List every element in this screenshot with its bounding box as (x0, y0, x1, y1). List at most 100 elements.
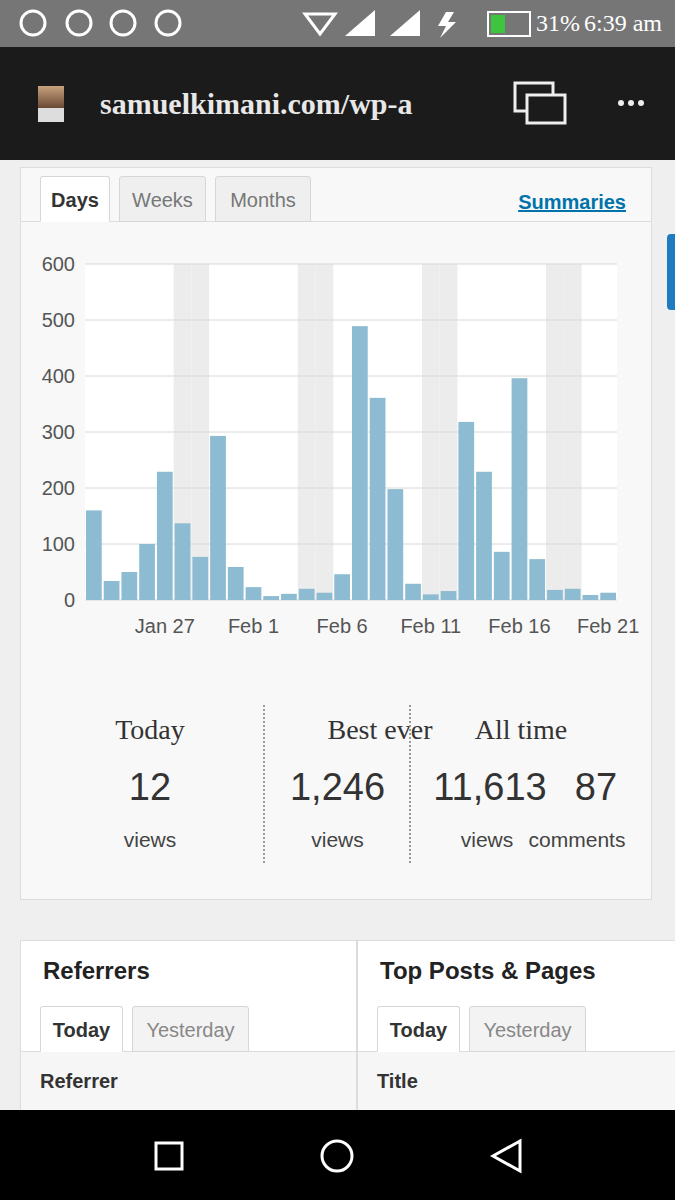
stat-unit: views (280, 824, 395, 856)
tab-line (21, 221, 651, 222)
bar (228, 567, 244, 600)
battery-level (491, 15, 505, 33)
column-header: Referrer (40, 1064, 347, 1098)
bar (317, 593, 333, 600)
grid-line (85, 376, 617, 377)
summaries-link[interactable]: Summaries (496, 180, 626, 224)
stat-value: 87 (566, 764, 626, 810)
bar (600, 593, 616, 600)
bar (352, 326, 368, 600)
x-tick-label: Feb 6 (317, 615, 368, 637)
divider (263, 705, 265, 863)
wifi-icon (305, 14, 335, 34)
tab[interactable]: Months (215, 176, 311, 222)
stat-label: Best ever (310, 710, 450, 750)
battery-text: 31% (536, 5, 586, 41)
y-tick-label: 300 (42, 421, 75, 443)
app-icon (21, 11, 45, 35)
menu-dot (638, 100, 644, 106)
bar (334, 574, 350, 600)
bar (210, 436, 226, 600)
bar (192, 557, 208, 600)
panel-tab[interactable]: Yesterday (132, 1006, 249, 1052)
x-tick-label: Feb 21 (577, 615, 639, 637)
divider (409, 705, 411, 863)
bar (246, 587, 262, 600)
grid-line (85, 320, 617, 321)
tab[interactable]: Days (40, 176, 110, 222)
x-tick-label: Jan 27 (135, 615, 195, 637)
y-tick-label: 100 (42, 533, 75, 555)
bar (104, 581, 120, 600)
plot-area (85, 264, 617, 600)
bar (512, 378, 528, 600)
tab[interactable]: Weeks (119, 176, 206, 222)
bar (121, 572, 137, 600)
x-tick-label: Feb 1 (228, 615, 279, 637)
menu-dot (618, 100, 624, 106)
bar (86, 510, 102, 600)
battery-icon (488, 12, 530, 36)
bar (458, 422, 474, 600)
panel-tab[interactable]: Today (377, 1006, 460, 1052)
charge-icon (438, 12, 456, 38)
chart: 0 100 200 300 400 500 600 Jan 27 Feb 1 Feb 6 Feb 1… (0, 0, 675, 680)
signal-icon (390, 10, 420, 36)
stat-unit: views (452, 824, 522, 856)
app-icon (156, 11, 180, 35)
stat-value: 1,246 (280, 764, 395, 810)
panel-title: Referrers (43, 950, 350, 992)
bars (86, 326, 616, 600)
column-header: Title (377, 1064, 675, 1098)
bar (263, 596, 279, 600)
bar (405, 584, 421, 600)
stat-unit: comments (522, 824, 632, 856)
bar (547, 590, 563, 600)
stat-value: 12 (70, 764, 230, 810)
scroll-handle (667, 234, 675, 310)
stat-value: 11,613 (422, 764, 558, 810)
app-icon (67, 11, 91, 35)
y-tick-label: 600 (42, 253, 75, 275)
grid-line (85, 264, 617, 265)
nav-bar (0, 1110, 675, 1200)
stat-label: All time (460, 710, 582, 750)
stat-label: Today (70, 710, 230, 750)
clock: 6:39 am (584, 5, 672, 41)
bar (157, 472, 173, 600)
back-button[interactable] (493, 1141, 520, 1171)
home-button[interactable] (322, 1141, 352, 1171)
bar (387, 489, 403, 600)
bar (175, 523, 191, 600)
recent-button[interactable] (156, 1143, 182, 1169)
y-tick-label: 200 (42, 477, 75, 499)
y-tick-label: 500 (42, 309, 75, 331)
browser-icons (505, 75, 665, 135)
tabs-icon (527, 95, 565, 123)
menu-dot (628, 100, 634, 106)
panel-title: Top Posts & Pages (380, 950, 675, 992)
bar (565, 589, 581, 600)
x-tick-label: Feb 11 (400, 615, 461, 637)
bar (529, 559, 545, 600)
panel-tab[interactable]: Yesterday (469, 1006, 586, 1052)
bar (423, 594, 439, 600)
y-tick-label: 400 (42, 365, 75, 387)
app-icon (111, 11, 135, 35)
bar (441, 591, 457, 600)
y-tick-label: 0 (64, 589, 75, 611)
bar (494, 552, 510, 600)
nav-icons (0, 1110, 675, 1200)
grid-line (85, 432, 617, 433)
bar (139, 544, 155, 600)
panel-tab[interactable]: Today (40, 1006, 123, 1052)
bar (370, 398, 386, 600)
bar (281, 594, 297, 600)
bar (476, 472, 492, 600)
signal-icon (345, 10, 375, 36)
url-text[interactable]: samuelkimani.com/wp-a (100, 84, 490, 124)
x-tick-label: Feb 16 (488, 615, 550, 637)
site-avatar (38, 86, 64, 122)
bar (299, 589, 315, 600)
stat-unit: views (70, 824, 230, 856)
